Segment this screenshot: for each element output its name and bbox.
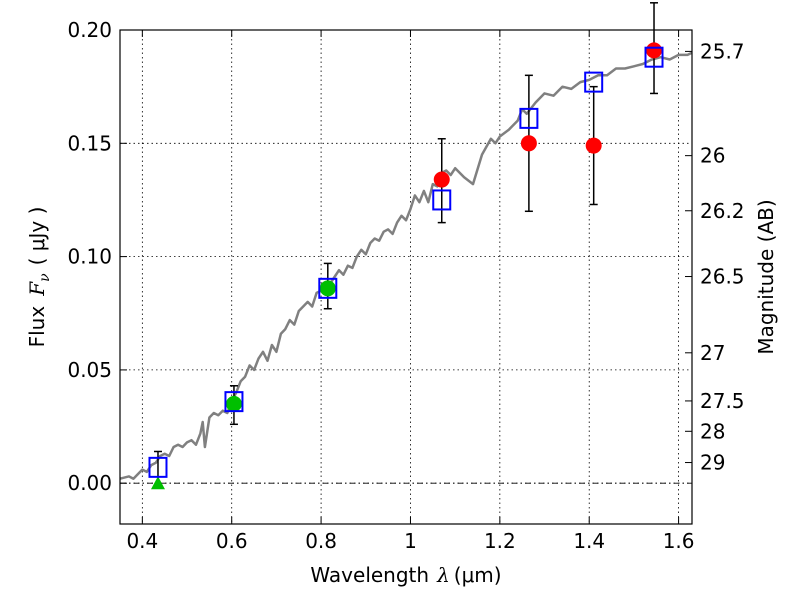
y2-tick-label: 26.5: [700, 265, 745, 289]
x-tick-label: 1.6: [663, 529, 695, 553]
sed-template-line: [119, 51, 693, 480]
x-axis-ticks: 0.4 0.6 0.8 1 1.2 1.4 1.6: [126, 30, 695, 553]
x-tick-label: 0.8: [305, 529, 337, 553]
y-tick-label: 0.05: [67, 358, 112, 382]
x-tick-label: 1: [404, 529, 417, 553]
y-tick-label: 0.10: [67, 245, 112, 269]
model-point: [224, 391, 244, 413]
y2-tick-label: 26.2: [700, 199, 745, 223]
model-point: [584, 71, 604, 93]
sed-template-group: [119, 51, 693, 480]
model-point: [519, 107, 539, 129]
y-axis-ticks: 0.00 0.05 0.10 0.15 0.20: [67, 18, 127, 495]
model-point: [432, 189, 452, 211]
data-markers: [148, 42, 664, 490]
data-point: [585, 137, 602, 154]
x-tick-label: 1.4: [573, 529, 605, 553]
model-point: [148, 456, 168, 478]
data-point: [520, 135, 537, 152]
x-tick-label: 0.4: [126, 529, 158, 553]
upper-limit-point: [150, 476, 165, 490]
x-tick-label: 1.2: [484, 529, 516, 553]
y-tick-label: 0.20: [67, 18, 112, 42]
data-point: [225, 395, 242, 412]
y2-axis-label: Magnitude (AB): [754, 199, 778, 354]
x-tick-label: 0.6: [216, 529, 248, 553]
model-point: [318, 277, 338, 299]
data-point: [319, 280, 336, 297]
model-point: [644, 46, 664, 68]
y-tick-label: 0.00: [67, 471, 112, 495]
data-point: [646, 42, 663, 59]
y2-tick-label: 28: [700, 419, 725, 443]
y-axis-label: FluxFν( μJy ): [25, 207, 53, 348]
data-point: [433, 171, 450, 188]
y2-tick-label: 25.7: [700, 39, 745, 63]
y2-axis-ticks: 25.7 26 26.2 26.5 27 27.5 28 29: [685, 39, 745, 475]
x-axis-label: Wavelength λ (μm): [310, 563, 501, 587]
y2-tick-label: 27.5: [700, 389, 745, 413]
y2-tick-label: 29: [700, 451, 725, 475]
y-tick-label: 0.15: [67, 131, 112, 155]
y2-tick-label: 27: [700, 341, 725, 365]
y2-tick-label: 26: [700, 144, 725, 168]
